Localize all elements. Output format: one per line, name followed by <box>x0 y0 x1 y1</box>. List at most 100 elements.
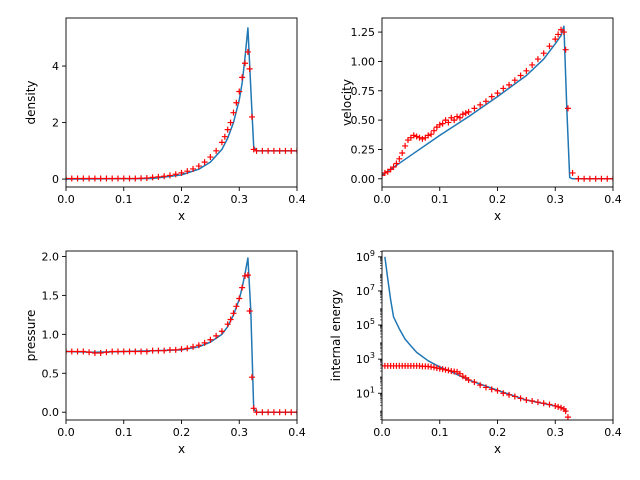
data-point-marker <box>488 386 495 393</box>
data-point-marker <box>248 113 255 120</box>
data-point-marker <box>224 321 231 328</box>
data-point-marker <box>558 404 565 411</box>
data-point-marker <box>442 366 449 373</box>
x-tick-label: 0.1 <box>431 193 449 206</box>
data-point-marker <box>86 175 93 182</box>
data-point-marker <box>560 29 567 36</box>
data-point-marker <box>517 395 524 402</box>
data-point-marker <box>143 174 150 181</box>
data-point-marker <box>230 109 237 116</box>
data-point-marker <box>454 113 461 120</box>
data-point-marker <box>439 120 446 127</box>
y-tick-label: 0.50 <box>351 114 376 127</box>
plot-area <box>382 25 613 182</box>
data-point-marker <box>239 74 246 81</box>
data-point-marker <box>511 77 518 84</box>
data-point-marker <box>482 384 489 391</box>
y-tick-label: 0.5 <box>42 367 60 380</box>
data-point-marker <box>201 159 208 166</box>
data-point-marker <box>132 348 139 355</box>
data-point-marker <box>555 31 562 38</box>
data-point-marker <box>227 119 234 126</box>
data-point-marker <box>410 132 417 139</box>
data-point-marker <box>246 65 253 72</box>
data-point-marker <box>471 379 478 386</box>
data-point-marker <box>270 409 277 416</box>
data-point-marker <box>402 142 409 149</box>
data-point-marker <box>610 175 613 182</box>
data-point-marker <box>552 36 559 43</box>
data-point-marker <box>138 348 145 355</box>
data-point-marker <box>477 101 484 108</box>
data-point-marker <box>109 175 116 182</box>
data-point-marker <box>166 346 173 353</box>
data-point-marker <box>270 147 277 154</box>
subplot-2: 0.0 0.1 0.2 0.3 0.4 0.00 0.25 0.50 0.75 1.00 1.25 x… <box>340 17 622 223</box>
data-point-marker <box>294 147 297 154</box>
data-point-marker <box>445 367 452 374</box>
y-tick-label: 0.25 <box>351 143 376 156</box>
data-point-marker <box>488 93 495 100</box>
data-point-marker <box>586 175 593 182</box>
x-tick-label: 0.3 <box>547 193 565 206</box>
data-point-marker <box>396 155 403 162</box>
x-axis-label: x <box>494 442 501 456</box>
data-point-marker <box>207 336 214 343</box>
data-point-marker <box>149 174 156 181</box>
y-tick-label: 1.00 <box>351 55 376 68</box>
data-point-marker <box>195 342 202 349</box>
data-point-marker <box>546 401 553 408</box>
y-tick-label: 2.0 <box>42 250 60 263</box>
data-point-marker <box>138 175 145 182</box>
subplot-4: 0.0 0.1 0.2 0.3 0.4 101 103 105 107 109 x internal … <box>329 249 622 456</box>
data-point-marker <box>592 175 599 182</box>
data-point-marker <box>425 132 432 139</box>
data-point-marker <box>218 328 225 335</box>
data-point-marker <box>288 147 295 154</box>
data-point-marker <box>155 347 162 354</box>
data-point-marker <box>97 175 104 182</box>
x-tick-label: 0.1 <box>115 193 133 206</box>
data-point-marker <box>428 131 435 138</box>
data-point-marker <box>540 50 547 57</box>
data-point-marker <box>195 163 202 170</box>
data-point-marker <box>244 272 251 279</box>
y-tick-label: 2 <box>52 117 59 130</box>
data-point-marker <box>126 175 133 182</box>
data-point-marker <box>103 349 110 356</box>
data-point-marker <box>546 43 553 50</box>
x-tick-label: 0.0 <box>57 426 75 439</box>
data-point-marker <box>581 175 588 182</box>
data-point-marker <box>109 348 116 355</box>
data-point-marker <box>161 347 168 354</box>
data-point-marker <box>399 149 406 156</box>
data-point-marker <box>511 393 518 400</box>
data-point-marker <box>114 348 121 355</box>
data-point-marker <box>562 46 569 53</box>
data-point-marker <box>91 175 98 182</box>
data-point-marker <box>80 348 87 355</box>
data-point-marker <box>248 374 255 381</box>
x-tick-label: 0.2 <box>173 193 191 206</box>
data-point-marker <box>233 303 240 310</box>
data-point-marker <box>207 154 214 161</box>
y-tick-label: 1.5 <box>42 289 60 302</box>
data-point-marker <box>259 147 266 154</box>
data-point-marker <box>288 409 295 416</box>
data-point-marker <box>190 343 197 350</box>
x-axis-label: x <box>178 442 185 456</box>
data-point-marker <box>575 175 582 182</box>
data-point-marker <box>506 391 513 398</box>
x-tick-label: 0.0 <box>373 193 391 206</box>
data-point-marker <box>416 134 423 141</box>
x-tick-label: 0.3 <box>231 426 249 439</box>
data-point-marker <box>236 88 243 95</box>
data-point-marker <box>224 126 231 133</box>
data-point-marker <box>213 332 220 339</box>
subplot-3: 0.0 0.1 0.2 0.3 0.4 0.0 0.5 1.0 1.5 2.0 x pressure <box>24 250 306 456</box>
y-tick-label: 0.00 <box>351 173 376 186</box>
data-point-marker <box>517 72 524 79</box>
data-point-marker <box>430 364 437 371</box>
data-point-marker <box>552 402 559 409</box>
data-point-marker <box>155 173 162 180</box>
